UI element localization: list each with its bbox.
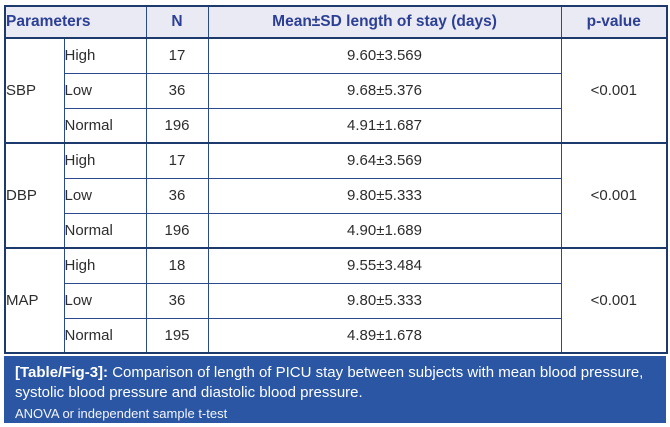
mean-cell: 9.80±5.333 [207, 282, 562, 319]
n-cell: 196 [145, 212, 209, 249]
p-value-cell-dbp: <0.001 [560, 142, 668, 249]
mean-cell: 9.68±5.376 [207, 72, 562, 109]
header-p-value: p-value [560, 5, 668, 39]
category-cell: Low [63, 72, 147, 109]
n-cell: 196 [145, 107, 209, 144]
header-parameters: Parameters [4, 5, 147, 39]
category-cell: Low [63, 177, 147, 214]
caption-label: [Table/Fig-3]: [15, 364, 109, 381]
table-row-map-normal: Normal 195 4.89±1.678 [5, 317, 667, 354]
mean-cell: 9.55±3.484 [207, 247, 562, 284]
header-n: N [145, 5, 209, 39]
n-cell: 18 [145, 247, 209, 284]
table-row-map-low: Low 36 9.80±5.333 [5, 282, 667, 319]
caption-bar: [Table/Fig-3]: Comparison of length of P… [4, 356, 666, 423]
mean-cell: 9.64±3.569 [207, 142, 562, 179]
caption-note: ANOVA or independent sample t-test [15, 405, 228, 421]
data-table: Parameters N Mean±SD length of stay (day… [4, 5, 669, 354]
mean-cell: 4.91±1.687 [207, 107, 562, 144]
caption-text: [Table/Fig-3]: Comparison of length of P… [15, 363, 655, 403]
category-cell: Normal [63, 107, 147, 144]
category-cell: Normal [63, 317, 147, 354]
category-cell: High [63, 37, 147, 74]
param-label-dbp: DBP [4, 142, 65, 249]
caption-description: Comparison of length of PICU stay betwee… [15, 364, 644, 401]
n-cell: 17 [145, 142, 209, 179]
table-row-sbp-low: Low 36 9.68±5.376 [5, 72, 667, 109]
mean-cell: 9.80±5.333 [207, 177, 562, 214]
n-cell: 195 [145, 317, 209, 354]
header-row: Parameters N Mean±SD length of stay (day… [4, 5, 668, 39]
n-cell: 36 [145, 177, 209, 214]
param-label-map: MAP [4, 247, 65, 354]
table-row-dbp-high: DBP High 17 9.64±3.569 <0.001 [4, 142, 668, 249]
p-value-cell-sbp: <0.001 [560, 37, 668, 144]
mean-cell: 4.90±1.689 [207, 212, 562, 249]
p-value-cell-map: <0.001 [560, 247, 668, 354]
table-row-sbp-normal: Normal 196 4.91±1.687 [5, 107, 667, 144]
category-cell: High [63, 247, 147, 284]
header-mean-sd: Mean±SD length of stay (days) [207, 5, 562, 39]
n-cell: 17 [145, 37, 209, 74]
table-row-dbp-low: Low 36 9.80±5.333 [5, 177, 667, 214]
table-row-dbp-normal: Normal 196 4.90±1.689 [5, 212, 667, 249]
category-cell: High [63, 142, 147, 179]
category-cell: Low [63, 282, 147, 319]
mean-cell: 9.60±3.569 [207, 37, 562, 74]
mean-cell: 4.89±1.678 [207, 317, 562, 354]
table-row-sbp-high: SBP High 17 9.60±3.569 <0.001 [4, 37, 668, 144]
category-cell: Normal [63, 212, 147, 249]
n-cell: 36 [145, 72, 209, 109]
table-row-map-high: MAP High 18 9.55±3.484 <0.001 [4, 247, 668, 354]
param-label-sbp: SBP [4, 37, 65, 144]
n-cell: 36 [145, 282, 209, 319]
